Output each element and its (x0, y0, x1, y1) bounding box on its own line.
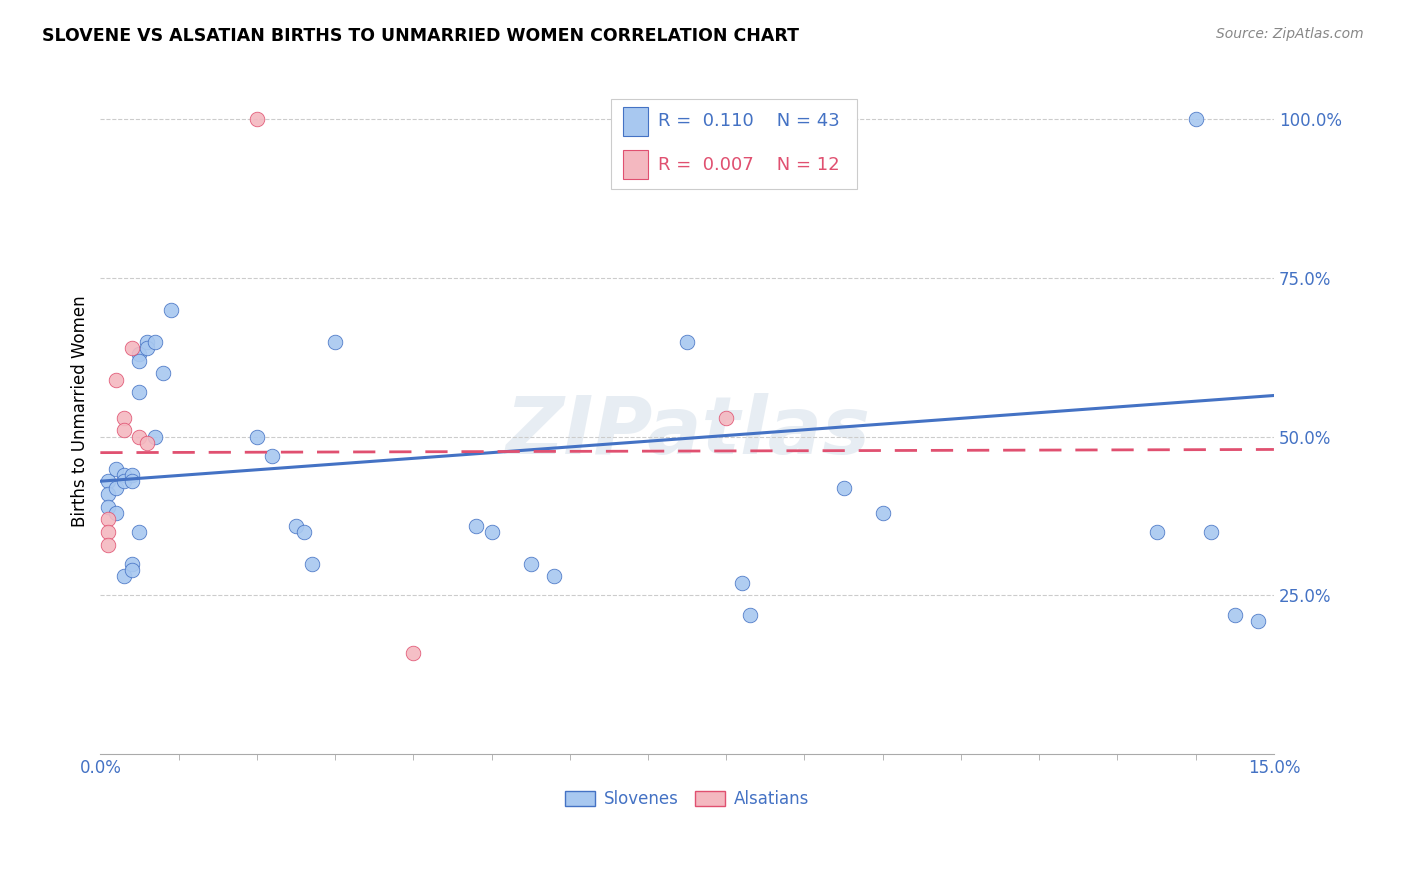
Point (284, 518, 307, 533)
Point (121, 474, 143, 488)
Point (246, 430, 269, 444)
Point (112, 474, 135, 488)
Legend: Slovenes, Alsatians: Slovenes, Alsatians (558, 783, 815, 814)
Text: R =  0.110    N = 43: R = 0.110 N = 43 (658, 112, 839, 130)
Y-axis label: Births to Unmarried Women: Births to Unmarried Women (72, 295, 89, 527)
Point (464, 518, 486, 533)
Point (1223, 607, 1246, 622)
Point (128, 524, 150, 539)
Point (872, 506, 894, 520)
Point (731, 575, 754, 590)
Point (1201, 524, 1223, 539)
Point (262, 449, 284, 463)
Text: ZIPatlas: ZIPatlas (505, 393, 870, 471)
Point (97, 474, 120, 488)
Point (128, 385, 150, 400)
Point (105, 373, 128, 387)
Point (136, 436, 159, 450)
Point (97, 538, 120, 552)
Point (1146, 524, 1168, 539)
Point (112, 467, 135, 482)
Point (159, 302, 181, 317)
Point (676, 334, 699, 349)
Point (112, 569, 135, 583)
Point (246, 112, 269, 127)
Point (136, 334, 159, 349)
FancyBboxPatch shape (610, 99, 858, 188)
Point (121, 467, 143, 482)
Point (105, 481, 128, 495)
Point (97, 500, 120, 514)
Point (143, 334, 166, 349)
Point (121, 563, 143, 577)
Point (112, 424, 135, 438)
Point (301, 557, 323, 571)
Point (716, 410, 738, 425)
Text: Source: ZipAtlas.com: Source: ZipAtlas.com (1216, 27, 1364, 41)
Point (121, 341, 143, 355)
Point (97, 524, 120, 539)
Point (832, 481, 855, 495)
Point (152, 366, 174, 380)
Point (543, 569, 565, 583)
Point (481, 524, 503, 539)
Point (128, 347, 150, 361)
Point (402, 646, 425, 660)
Bar (623, 107, 648, 136)
Point (323, 334, 346, 349)
Point (292, 524, 315, 539)
Point (105, 461, 128, 475)
Point (136, 341, 159, 355)
Point (519, 557, 541, 571)
Point (128, 430, 150, 444)
Point (128, 353, 150, 368)
Point (105, 506, 128, 520)
Text: SLOVENE VS ALSATIAN BIRTHS TO UNMARRIED WOMEN CORRELATION CHART: SLOVENE VS ALSATIAN BIRTHS TO UNMARRIED … (42, 27, 799, 45)
Point (112, 410, 135, 425)
Point (121, 557, 143, 571)
Point (738, 607, 761, 622)
Point (1184, 112, 1206, 127)
Point (143, 430, 166, 444)
Point (1247, 614, 1270, 628)
Point (97, 487, 120, 501)
Point (97, 512, 120, 526)
Text: R =  0.007    N = 12: R = 0.007 N = 12 (658, 155, 839, 174)
Bar (623, 150, 648, 179)
